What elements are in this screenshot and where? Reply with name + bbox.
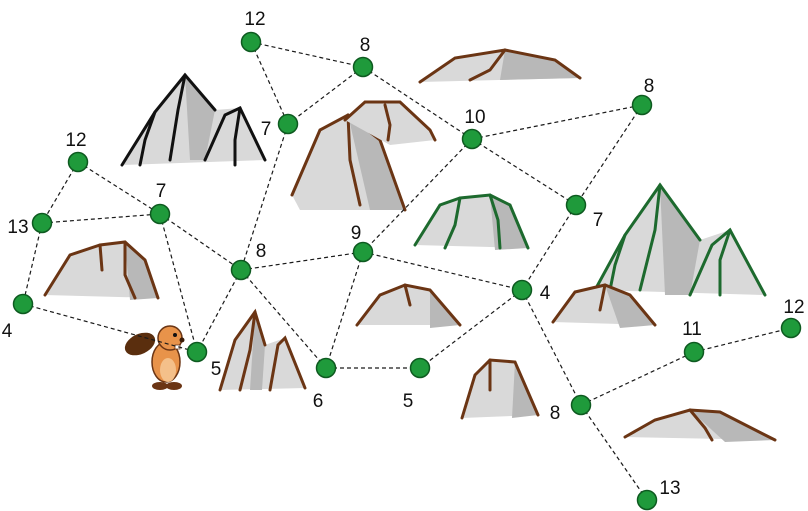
mountain-brown-left xyxy=(43,240,160,300)
node-value-label-n12: 4 xyxy=(540,283,551,304)
waypoint-node-n20[interactable] xyxy=(636,489,658,511)
path-edge-n17-n18 xyxy=(580,351,695,406)
node-value-label-n13: 4 xyxy=(2,321,13,342)
mountain-brown-spire xyxy=(218,308,307,392)
mountain-brown-bottom-right xyxy=(623,408,777,442)
waypoint-node-n7[interactable] xyxy=(31,212,53,234)
mountain-black-twin-peaks xyxy=(120,72,267,167)
path-edge-n9-n12 xyxy=(521,204,577,291)
path-edge-n11-n12 xyxy=(362,251,523,291)
path-edge-n13-n14 xyxy=(22,303,198,353)
waypoint-node-n2[interactable] xyxy=(352,56,374,78)
mountain-green-large xyxy=(593,182,767,297)
node-value-label-n7: 13 xyxy=(7,217,28,238)
mountain-brown-center xyxy=(355,283,462,328)
path-edge-n12-n17 xyxy=(521,289,582,406)
waypoint-node-n12[interactable] xyxy=(511,279,533,301)
path-edge-n4-n5 xyxy=(471,104,643,140)
path-edge-n7-n8 xyxy=(41,213,161,224)
path-edge-n11-n15 xyxy=(325,251,364,369)
path-edge-n6-n8 xyxy=(77,161,161,215)
path-edge-n1-n3 xyxy=(250,41,289,125)
mountain-brown-bottom-center xyxy=(460,358,540,420)
node-value-label-n19: 12 xyxy=(783,297,804,318)
node-value-label-n10: 8 xyxy=(256,241,267,262)
node-value-label-n14: 5 xyxy=(211,359,222,380)
beaver-icon xyxy=(124,325,185,390)
mountain-brown-right-mid xyxy=(551,283,657,328)
path-edge-n1-n2 xyxy=(250,41,364,68)
path-edge-n8-n10 xyxy=(159,213,242,271)
waypoint-node-n5[interactable] xyxy=(631,94,653,116)
node-value-label-n3: 7 xyxy=(261,119,272,140)
waypoint-node-n4[interactable] xyxy=(461,128,483,150)
path-edge-n10-n15 xyxy=(240,269,327,369)
path-edge-n6-n7 xyxy=(41,161,79,224)
node-labels: 12 8 7 10 8 12 13 7 7 8 9 4 4 5 6 5 8 11 12 13 xyxy=(2,9,805,499)
mountain-brown-flat-top xyxy=(418,48,582,84)
path-edge-n17-n20 xyxy=(580,404,648,501)
path-edge-n8-n14 xyxy=(159,213,198,353)
node-value-label-n18: 11 xyxy=(682,319,702,340)
waypoint-node-n9[interactable] xyxy=(565,194,587,216)
waypoint-node-n10[interactable] xyxy=(230,259,252,281)
waypoint-node-n3[interactable] xyxy=(277,113,299,135)
waypoint-node-n18[interactable] xyxy=(683,341,705,363)
waypoint-node-n15[interactable] xyxy=(315,357,337,379)
waypoint-node-n19[interactable] xyxy=(780,317,802,339)
node-value-label-n6: 12 xyxy=(65,130,86,151)
node-value-label-n15: 6 xyxy=(313,391,324,412)
node-value-label-n8: 7 xyxy=(156,181,167,202)
mountain-brown-large xyxy=(290,100,437,212)
path-edge-n2-n3 xyxy=(287,66,364,125)
waypoint-node-n8[interactable] xyxy=(149,203,171,225)
node-value-label-n5: 8 xyxy=(644,76,655,97)
node-value-label-n17: 8 xyxy=(550,403,561,424)
node-value-label-n9: 7 xyxy=(593,210,604,231)
path-edge-n10-n14 xyxy=(196,269,242,353)
path-edges xyxy=(22,41,792,501)
waypoint-node-n17[interactable] xyxy=(570,394,592,416)
node-value-label-n20: 13 xyxy=(659,478,680,499)
node-value-label-n11: 9 xyxy=(351,223,362,244)
waypoint-node-n16[interactable] xyxy=(409,357,431,379)
path-edge-n18-n19 xyxy=(693,327,792,353)
path-edge-n5-n9 xyxy=(575,104,643,206)
mountain-green-small xyxy=(413,193,530,250)
waypoint-node-n1[interactable] xyxy=(240,31,262,53)
waypoint-node-n11[interactable] xyxy=(352,241,374,263)
waypoint-node-n14[interactable] xyxy=(186,341,208,363)
path-edge-n2-n4 xyxy=(362,66,473,140)
path-edge-n3-n10 xyxy=(240,123,289,271)
node-value-label-n4: 10 xyxy=(464,107,485,128)
path-edge-n4-n11 xyxy=(362,138,473,253)
path-edge-n12-n16 xyxy=(419,289,523,369)
waypoint-node-n6[interactable] xyxy=(67,151,89,173)
node-value-label-n16: 5 xyxy=(403,391,414,412)
waypoint-node-n13[interactable] xyxy=(12,293,34,315)
node-value-label-n2: 8 xyxy=(360,35,371,56)
node-value-label-n1: 12 xyxy=(244,9,265,30)
path-nodes xyxy=(12,31,802,511)
